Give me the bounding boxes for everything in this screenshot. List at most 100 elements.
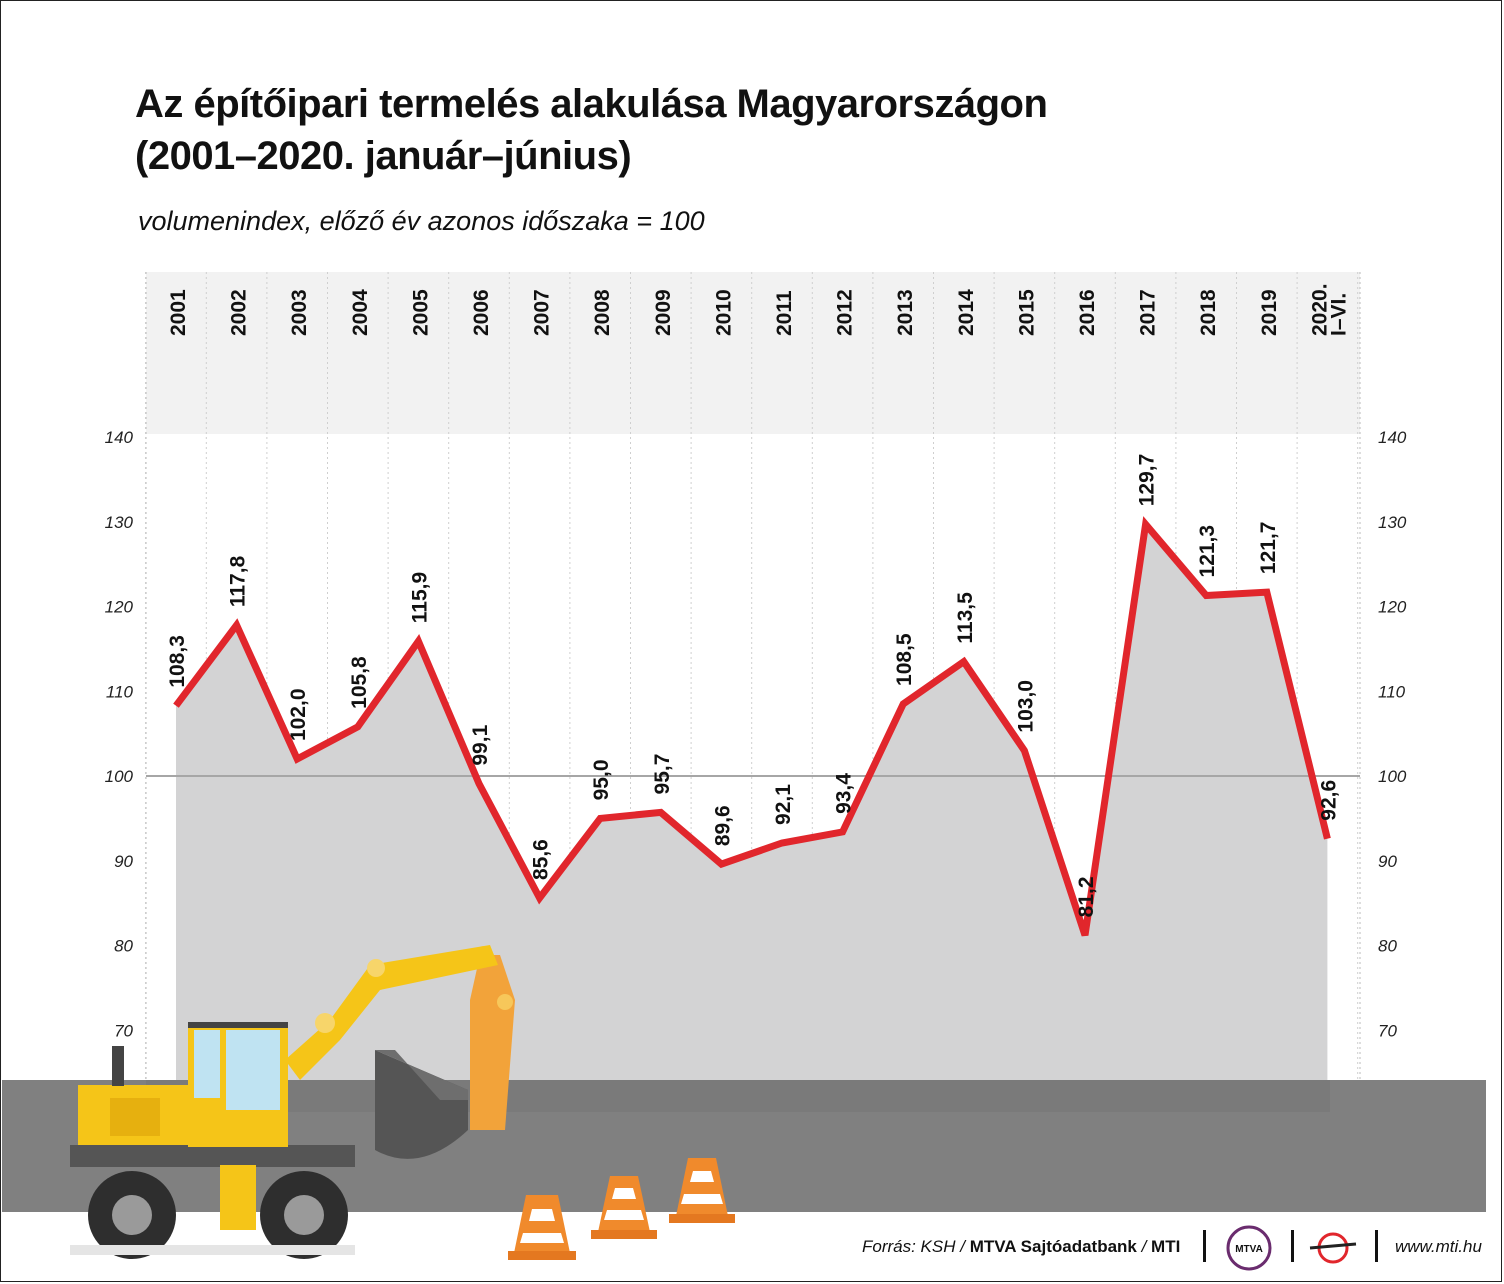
x-tick-text: I–VI. [1327,293,1350,336]
data-label: 102,0 [287,688,310,741]
x-tick-text: 2003 [288,289,311,336]
x-tick-text: 2008 [591,289,614,336]
data-label: 103,0 [1014,680,1037,733]
y-tick-label-right: 110 [1378,682,1406,701]
x-tick-text: 2009 [652,289,675,336]
x-tick-label: 2003 [288,289,311,336]
x-tick-label: 2017 [1137,289,1160,336]
x-axis-labels: 2001 2002 2003 2004 2005 2006 2007 2008 2009 2010… [167,283,1350,336]
mtva-logo-text: MTVA [1235,1244,1263,1255]
x-tick-label: 2006 [470,289,493,336]
y-tick-label-left: 90 [114,852,133,871]
data-label: 89,6 [711,805,734,846]
y-axis-left: 140 130 120 110 100 90 80 70 [105,428,134,1040]
data-label: 95,0 [590,760,613,801]
data-label: 129,7 [1136,454,1159,507]
mtva-logo: MTVA [1226,1225,1272,1271]
y-tick-label-left: 100 [105,767,134,786]
source-mti: MTI [1151,1237,1181,1256]
data-label: 85,6 [530,839,553,880]
y-tick-label-right: 80 [1378,937,1397,956]
x-tick-label: 2012 [834,289,857,336]
x-tick-label: 2013 [894,289,917,336]
series-line [173,516,1331,937]
x-tick-text: 2019 [1258,289,1281,336]
source-credit: Forrás: KSH / MTVA Sajtóadatbank / MTI [862,1237,1180,1267]
title-line-1: Az építőipari termelés alakulása Magyaro… [135,82,1048,126]
data-label: 113,5 [954,592,977,644]
x-tick-label: 2008 [591,289,614,336]
traffic-cone-2 [591,1176,657,1239]
y-tick-label-left: 80 [114,937,133,956]
x-tick-text: 2015 [1015,289,1038,336]
x-tick-label: 2007 [531,289,554,336]
y-tick-label-left: 70 [114,1021,133,1040]
mti-logo [1309,1232,1357,1264]
x-tick-label: 2016 [1076,289,1099,336]
x-tick-text: 2005 [409,289,432,336]
y-tick-label-right: 90 [1378,852,1397,871]
data-label: 92,1 [772,784,795,825]
x-tick-text: 2014 [955,289,978,336]
website-link[interactable]: www.mti.hu [1395,1237,1482,1256]
x-tick-text: 2012 [834,289,857,336]
footer-divider [1203,1230,1206,1262]
x-tick-text: 2006 [470,289,493,336]
y-tick-label-right: 130 [1378,513,1407,532]
data-label: 121,3 [1196,525,1219,578]
x-tick-text: 2018 [1197,289,1220,336]
year-header-band [146,272,1360,434]
y-tick-label-right: 140 [1378,428,1407,447]
data-label: 108,5 [893,633,916,686]
data-label: 95,7 [651,754,674,795]
x-tick-label: 2005 [409,289,432,336]
x-tick-label: 2020.I–VI. [1308,283,1350,336]
data-labels: 108,3 117,8 102,0 105,8 115,9 99,1 85,6 95,0 95,… [166,454,1340,918]
x-tick-label: 2004 [349,289,372,336]
chart-title: Az építőipari termelés alakulása Magyaro… [135,78,1048,182]
y-tick-label-left: 130 [105,513,134,532]
y-tick-label-right: 70 [1378,1021,1397,1040]
x-tick-label: 2002 [228,289,251,336]
x-tick-label: 2014 [955,289,978,336]
source-bold: MTVA Sajtóadatbank [969,1237,1137,1256]
data-label: 121,7 [1257,522,1280,575]
footer-divider [1375,1230,1378,1262]
x-tick-text: 2017 [1137,289,1160,336]
traffic-cone-3 [669,1158,735,1223]
excavator-illustration [70,945,515,1259]
data-label: 93,4 [833,773,856,814]
y-tick-label-left: 120 [105,598,134,617]
x-tick-label: 2010 [712,289,735,336]
x-tick-text: 2007 [531,289,554,336]
data-label: 105,8 [348,656,371,709]
traffic-cone-1 [508,1195,576,1260]
ground-strip-dark [146,1080,1330,1112]
data-label: 117,8 [227,555,250,607]
x-tick-text: 2011 [773,290,796,336]
source-separator: / [1136,1237,1152,1256]
data-label: 108,3 [166,635,189,688]
x-tick-label: 2009 [652,289,675,336]
x-tick-text: 2002 [228,289,251,336]
y-tick-label-right: 100 [1378,767,1407,786]
chart-subtitle: volumenindex, előző év azonos időszaka =… [138,206,705,236]
x-tick-label: 2011 [773,290,796,336]
title-line-2: (2001–2020. január–június) [135,134,632,178]
x-tick-text: 2010 [712,289,735,336]
y-tick-label-left: 110 [106,682,134,701]
x-tick-text: 2001 [167,289,190,336]
data-label: 81,2 [1075,876,1098,917]
x-tick-text: 2013 [894,289,917,336]
x-tick-label: 2018 [1197,289,1220,336]
data-label: 115,9 [408,572,431,623]
y-tick-label-left: 140 [105,428,134,447]
x-tick-label: 2015 [1015,289,1038,336]
x-tick-text: 2016 [1076,289,1099,336]
data-label: 92,6 [1317,780,1340,821]
y-tick-label-right: 120 [1378,598,1407,617]
x-tick-label: 2001 [167,289,190,336]
y-axis-right: 14013012011010090807060 [1378,428,1407,1125]
